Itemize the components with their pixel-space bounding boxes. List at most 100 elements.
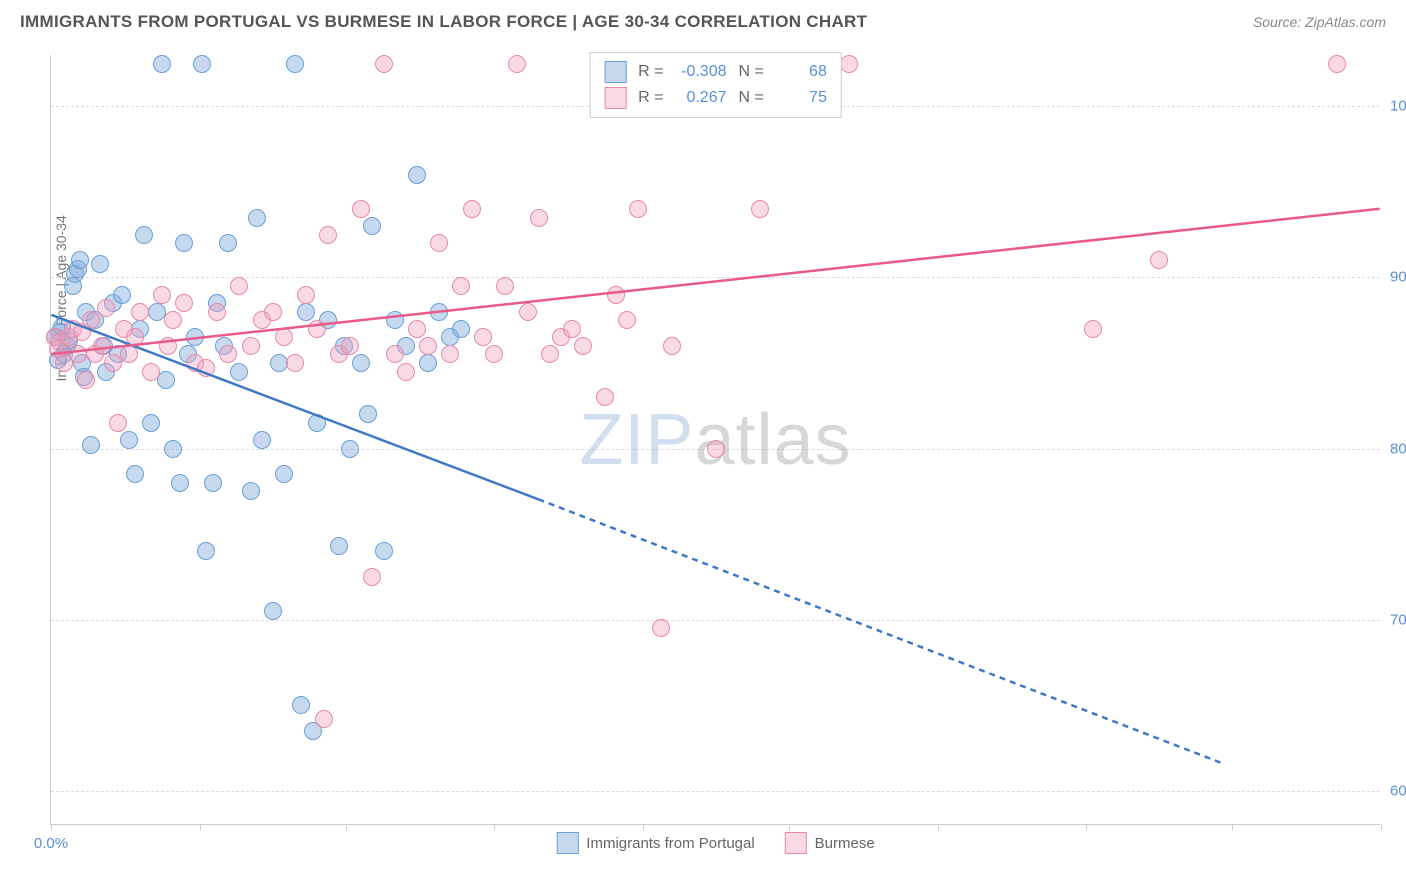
x-tick bbox=[346, 824, 347, 830]
data-point bbox=[308, 414, 326, 432]
swatch-portugal bbox=[604, 61, 626, 83]
data-point bbox=[574, 337, 592, 355]
data-point bbox=[186, 328, 204, 346]
swatch-burmese bbox=[785, 832, 807, 854]
data-point bbox=[1150, 251, 1168, 269]
data-point bbox=[341, 440, 359, 458]
data-point bbox=[120, 431, 138, 449]
gridline bbox=[51, 791, 1380, 792]
data-point bbox=[253, 431, 271, 449]
data-point bbox=[97, 299, 115, 317]
data-point bbox=[419, 354, 437, 372]
data-point bbox=[157, 371, 175, 389]
correlation-row-portugal: R = -0.308 N = 68 bbox=[604, 59, 827, 85]
data-point bbox=[352, 200, 370, 218]
data-point bbox=[463, 200, 481, 218]
x-tick-label: 0.0% bbox=[34, 835, 68, 852]
y-tick-label: 100.0% bbox=[1390, 98, 1406, 115]
data-point bbox=[375, 542, 393, 560]
data-point bbox=[840, 55, 858, 73]
data-point bbox=[264, 303, 282, 321]
data-point bbox=[386, 311, 404, 329]
data-point bbox=[596, 388, 614, 406]
data-point bbox=[292, 696, 310, 714]
legend-label-burmese: Burmese bbox=[815, 835, 875, 852]
data-point bbox=[441, 345, 459, 363]
y-tick-label: 70.0% bbox=[1390, 611, 1406, 628]
data-point bbox=[530, 209, 548, 227]
n-label: N = bbox=[739, 63, 764, 81]
data-point bbox=[69, 345, 87, 363]
data-point bbox=[607, 286, 625, 304]
data-point bbox=[1084, 320, 1102, 338]
data-point bbox=[242, 482, 260, 500]
gridline bbox=[51, 277, 1380, 278]
data-point bbox=[219, 234, 237, 252]
data-point bbox=[474, 328, 492, 346]
data-point bbox=[153, 55, 171, 73]
y-tick-label: 90.0% bbox=[1390, 269, 1406, 286]
legend-label-portugal: Immigrants from Portugal bbox=[586, 835, 754, 852]
r-value-burmese: 0.267 bbox=[672, 89, 727, 107]
data-point bbox=[131, 303, 149, 321]
data-point bbox=[297, 303, 315, 321]
data-point bbox=[541, 345, 559, 363]
data-point bbox=[219, 345, 237, 363]
x-tick bbox=[200, 824, 201, 830]
trend-line bbox=[51, 209, 1379, 354]
data-point bbox=[315, 710, 333, 728]
data-point bbox=[563, 320, 581, 338]
data-point bbox=[242, 337, 260, 355]
trend-line bbox=[538, 499, 1224, 764]
data-point bbox=[485, 345, 503, 363]
trend-line bbox=[51, 315, 538, 500]
watermark-zip: ZIP bbox=[579, 400, 694, 480]
data-point bbox=[341, 337, 359, 355]
data-point bbox=[286, 354, 304, 372]
data-point bbox=[408, 320, 426, 338]
data-point bbox=[430, 234, 448, 252]
x-tick bbox=[1232, 824, 1233, 830]
data-point bbox=[386, 345, 404, 363]
data-point bbox=[164, 440, 182, 458]
data-point bbox=[159, 337, 177, 355]
data-point bbox=[142, 363, 160, 381]
data-point bbox=[359, 405, 377, 423]
data-point bbox=[452, 277, 470, 295]
data-point bbox=[126, 328, 144, 346]
data-point bbox=[164, 311, 182, 329]
data-point bbox=[109, 414, 127, 432]
scatter-chart: In Labor Force | Age 30-34 ZIPatlas R = … bbox=[50, 55, 1380, 825]
data-point bbox=[286, 55, 304, 73]
data-point bbox=[707, 440, 725, 458]
r-label: R = bbox=[638, 89, 663, 107]
r-value-portugal: -0.308 bbox=[672, 63, 727, 81]
data-point bbox=[308, 320, 326, 338]
data-point bbox=[408, 166, 426, 184]
data-point bbox=[297, 286, 315, 304]
data-point bbox=[751, 200, 769, 218]
source-name: ZipAtlas.com bbox=[1305, 14, 1386, 30]
x-tick bbox=[643, 824, 644, 830]
x-tick bbox=[51, 824, 52, 830]
chart-title: IMMIGRANTS FROM PORTUGAL VS BURMESE IN L… bbox=[20, 12, 867, 32]
y-tick-label: 60.0% bbox=[1390, 782, 1406, 799]
data-point bbox=[142, 414, 160, 432]
source-attribution: Source: ZipAtlas.com bbox=[1253, 14, 1386, 30]
data-point bbox=[397, 363, 415, 381]
data-point bbox=[93, 337, 111, 355]
data-point bbox=[375, 55, 393, 73]
series-legend: Immigrants from Portugal Burmese bbox=[556, 832, 874, 854]
chart-header: IMMIGRANTS FROM PORTUGAL VS BURMESE IN L… bbox=[0, 0, 1406, 40]
swatch-burmese bbox=[604, 87, 626, 109]
data-point bbox=[230, 277, 248, 295]
data-point bbox=[363, 217, 381, 235]
data-point bbox=[248, 209, 266, 227]
data-point bbox=[452, 320, 470, 338]
x-tick bbox=[1381, 824, 1382, 830]
data-point bbox=[419, 337, 437, 355]
data-point bbox=[496, 277, 514, 295]
data-point bbox=[113, 286, 131, 304]
data-point bbox=[519, 303, 537, 321]
data-point bbox=[197, 359, 215, 377]
